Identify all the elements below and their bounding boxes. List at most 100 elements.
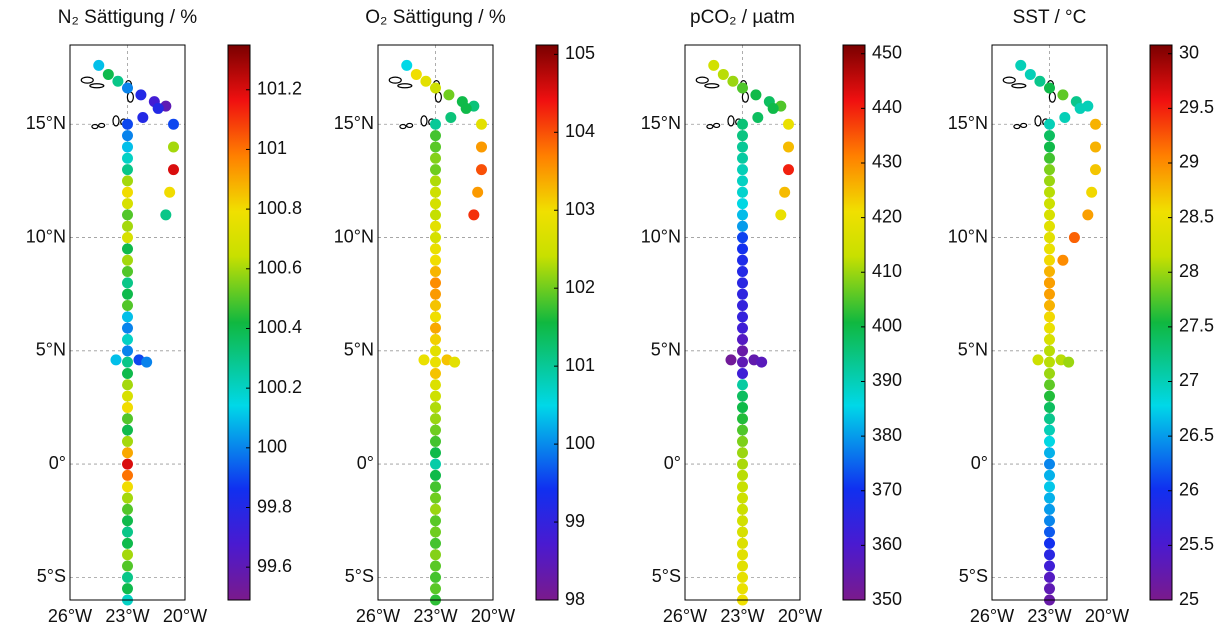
track-point <box>122 435 133 447</box>
track-point <box>122 164 133 176</box>
colorbar-tick-label: 27 <box>1179 370 1199 390</box>
track-point <box>430 367 441 379</box>
track-point <box>430 481 441 493</box>
track-point <box>122 243 133 255</box>
track-point <box>122 367 133 379</box>
track-point <box>737 390 748 402</box>
colorbar-tick-label: 99.6 <box>257 556 292 576</box>
track-point <box>430 424 441 436</box>
track-point <box>708 59 720 71</box>
colorbar-tick-label: 25 <box>1179 589 1199 609</box>
track-point <box>1044 152 1055 164</box>
track-point <box>737 367 748 379</box>
track-point <box>1090 118 1101 130</box>
track-point <box>122 186 133 198</box>
track-point <box>737 243 748 255</box>
track-point <box>122 413 133 425</box>
track-point <box>141 356 153 368</box>
colorbar-tick-label: 25.5 <box>1179 534 1214 554</box>
track-point <box>1044 333 1055 345</box>
y-tick-label: 5°N <box>344 340 374 360</box>
track-point <box>1044 571 1055 583</box>
track-point <box>122 141 133 153</box>
track-point <box>430 571 441 583</box>
track-point <box>430 390 441 402</box>
track-point <box>737 266 748 278</box>
colorbar-tick-label: 105 <box>565 43 595 63</box>
x-tick-label: 23°W <box>1027 606 1071 626</box>
colorbar-tick-label: 102 <box>565 277 595 297</box>
track-point <box>1044 390 1055 402</box>
colorbar-tick-label: 26.5 <box>1179 425 1214 445</box>
track-point <box>122 571 133 583</box>
colorbar-tick-label: 100 <box>565 433 595 453</box>
track-point <box>430 266 441 278</box>
track-point <box>1044 447 1055 459</box>
track-point <box>767 102 779 114</box>
colorbar-tick-label: 98 <box>565 589 585 609</box>
track-point <box>737 130 748 142</box>
track-point <box>737 515 748 527</box>
island <box>80 76 94 84</box>
track-point <box>430 322 441 334</box>
x-tick-label: 20°W <box>1085 606 1129 626</box>
x-tick-label: 23°W <box>720 606 764 626</box>
track-point <box>430 515 441 527</box>
track-point <box>1044 130 1055 142</box>
track-point <box>737 186 748 198</box>
track-point <box>430 469 441 481</box>
x-tick-label: 23°W <box>105 606 149 626</box>
track-point <box>737 571 748 583</box>
track-point <box>737 345 748 357</box>
track-point <box>430 413 441 425</box>
track-point <box>430 356 441 368</box>
colorbar-tick-label: 28.5 <box>1179 206 1214 226</box>
track-point <box>122 277 133 289</box>
track-point <box>122 424 133 436</box>
track-point <box>1044 583 1055 595</box>
track-point <box>460 102 472 114</box>
y-tick-label: 15°N <box>26 113 66 133</box>
track-point <box>122 481 133 493</box>
island <box>713 122 721 129</box>
track-point <box>430 333 441 345</box>
colorbar-tick-label: 29.5 <box>1179 97 1214 117</box>
track-point <box>122 254 133 266</box>
island <box>91 123 99 130</box>
track-point <box>430 152 441 164</box>
island <box>89 83 105 89</box>
track-point <box>430 537 441 549</box>
track-point <box>1057 254 1069 266</box>
track-point <box>122 82 133 94</box>
track-point <box>122 118 133 130</box>
track-point <box>445 111 457 123</box>
track-point <box>1044 198 1055 210</box>
track-point <box>737 288 748 300</box>
track-point <box>1044 311 1055 323</box>
track-point <box>1044 322 1055 334</box>
track-point <box>93 59 105 71</box>
colorbar-tick-label: 450 <box>872 42 902 62</box>
track-point <box>1044 401 1055 413</box>
track-point <box>430 345 441 357</box>
track-point <box>1044 549 1055 561</box>
colorbar-tick-label: 103 <box>565 199 595 219</box>
track-point <box>430 220 441 232</box>
track-point <box>122 198 133 210</box>
colorbar-tick-label: 100.6 <box>257 258 302 278</box>
track-point <box>430 82 441 94</box>
colorbar-tick-label: 360 <box>872 534 902 554</box>
track-point <box>1044 118 1055 130</box>
track-point <box>1044 537 1055 549</box>
track-point <box>430 254 441 266</box>
track-point <box>717 68 729 80</box>
track-point <box>430 300 441 312</box>
track-point <box>152 102 164 114</box>
track-point <box>430 186 441 198</box>
island <box>706 123 714 130</box>
track-point <box>420 75 432 87</box>
colorbar <box>535 44 559 601</box>
track-point <box>430 277 441 289</box>
track-point <box>737 152 748 164</box>
